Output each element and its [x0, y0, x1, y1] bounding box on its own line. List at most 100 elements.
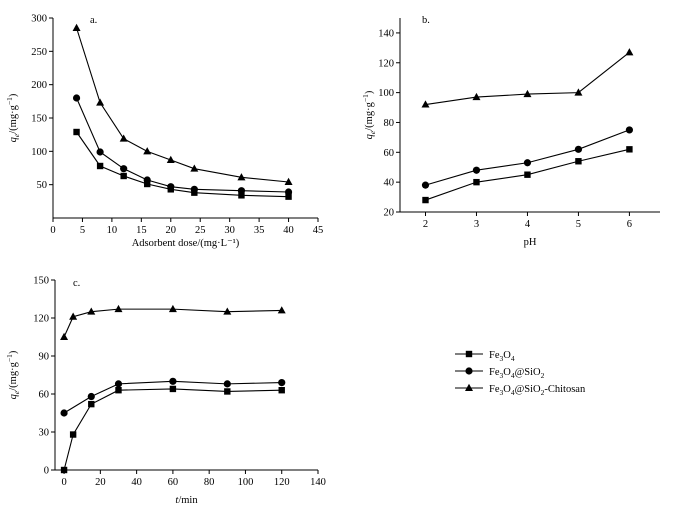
- data-point: [166, 155, 175, 163]
- data-point: [472, 92, 481, 101]
- x-axis-label: t/min: [175, 495, 198, 506]
- data-point: [523, 89, 532, 98]
- data-point: [144, 180, 151, 188]
- x-tick-label: 10: [107, 225, 118, 236]
- data-point: [115, 387, 122, 394]
- y-tick-label: 150: [33, 276, 49, 287]
- data-point: [167, 183, 175, 191]
- series-line: [63, 388, 282, 471]
- data-point: [87, 392, 95, 401]
- data-point: [278, 387, 285, 394]
- y-tick-label: 80: [384, 118, 395, 129]
- data-point: [120, 165, 128, 173]
- series-circle: [72, 94, 293, 196]
- x-tick-label: 5: [80, 225, 85, 236]
- data-point: [421, 181, 430, 189]
- y-tick-label: 120: [378, 58, 394, 69]
- legend-item: Fe3O4: [455, 350, 515, 363]
- series-circle: [421, 126, 634, 189]
- data-point: [69, 431, 77, 438]
- data-point: [114, 304, 123, 313]
- panel-label: b.: [422, 15, 430, 26]
- x-tick-label: 20: [166, 225, 177, 236]
- x-tick-label: 80: [204, 477, 215, 488]
- y-axis-label: qe/(mg·g−1): [5, 93, 21, 142]
- data-point: [625, 48, 634, 56]
- series-line: [63, 308, 282, 338]
- x-tick-label: 6: [627, 219, 632, 230]
- x-tick-label: 45: [313, 225, 324, 236]
- legend-item: Fe3O4@SiO2: [455, 367, 545, 380]
- data-point: [421, 100, 430, 108]
- legend: Fe3O4 Fe3O4@SiO2 Fe3O4@SiO2-Chitosan: [455, 350, 586, 397]
- y-tick-label: 40: [384, 178, 395, 189]
- data-point: [96, 98, 105, 106]
- x-tick-label: 140: [310, 477, 326, 488]
- data-point: [69, 312, 78, 320]
- chart-panel-2: 2 3 4 5 6 20 40 60 80 100 120 140 b. pH qe/(mg·g−1): [361, 15, 660, 248]
- series-line: [76, 97, 289, 193]
- legend-label: Fe3O4@SiO2: [489, 367, 545, 380]
- data-point: [277, 306, 286, 314]
- data-point: [168, 304, 177, 313]
- series-line: [63, 380, 282, 414]
- data-point: [285, 193, 292, 200]
- series-circle: [60, 377, 286, 417]
- x-tick-label: 35: [254, 225, 265, 236]
- x-axis-label: pH: [524, 237, 537, 248]
- panel-label: a.: [90, 15, 97, 26]
- x-tick-label: 0: [50, 225, 55, 236]
- y-tick-label: 250: [31, 47, 47, 58]
- y-tick-label: 150: [31, 114, 47, 125]
- legend-marker: [465, 383, 473, 391]
- series-triangle: [72, 23, 293, 185]
- x-tick-label: 25: [195, 225, 206, 236]
- series-square: [422, 146, 633, 204]
- data-point: [60, 466, 68, 474]
- data-point: [60, 332, 69, 340]
- data-point: [237, 173, 246, 181]
- data-point: [625, 126, 634, 134]
- x-tick-label: 20: [95, 477, 106, 488]
- data-point: [72, 23, 81, 31]
- y-tick-label: 100: [378, 88, 394, 99]
- data-point: [473, 178, 480, 186]
- data-point: [574, 88, 583, 96]
- series-square: [60, 385, 285, 474]
- data-point: [524, 171, 531, 178]
- y-tick-label: 200: [31, 80, 47, 91]
- y-axis-label: qe/(mg·g−1): [5, 350, 21, 399]
- data-point: [237, 187, 246, 195]
- y-tick-label: 30: [39, 428, 50, 439]
- series-triangle: [60, 304, 286, 340]
- legend-label: Fe3O4@SiO2-Chitosan: [489, 384, 586, 397]
- data-point: [119, 134, 128, 142]
- data-point: [223, 380, 231, 388]
- y-tick-label: 0: [44, 466, 49, 477]
- data-point: [224, 388, 231, 395]
- data-point: [143, 176, 151, 184]
- data-point: [575, 158, 582, 165]
- data-point: [72, 94, 81, 102]
- data-point: [284, 177, 293, 185]
- x-tick-label: 120: [274, 477, 290, 488]
- data-point: [96, 162, 104, 170]
- data-point: [169, 385, 177, 393]
- chart-panel-3: 0 20 40 60 80 100 120 140 0 30 60 90 120 150 c. t/min qe…: [5, 276, 326, 507]
- y-tick-label: 100: [31, 147, 47, 158]
- data-point: [143, 147, 152, 155]
- x-tick-label: 15: [136, 225, 147, 236]
- x-tick-label: 5: [576, 219, 581, 230]
- series-line: [76, 27, 289, 183]
- legend-marker: [465, 367, 473, 375]
- x-tick-label: 4: [525, 219, 531, 230]
- x-tick-label: 3: [474, 219, 479, 230]
- data-point: [169, 377, 177, 385]
- data-point: [190, 185, 198, 193]
- data-point: [190, 164, 199, 172]
- data-point: [73, 128, 80, 136]
- x-tick-label: 100: [238, 477, 254, 488]
- legend-label: Fe3O4: [489, 350, 515, 363]
- y-tick-label: 60: [39, 390, 50, 401]
